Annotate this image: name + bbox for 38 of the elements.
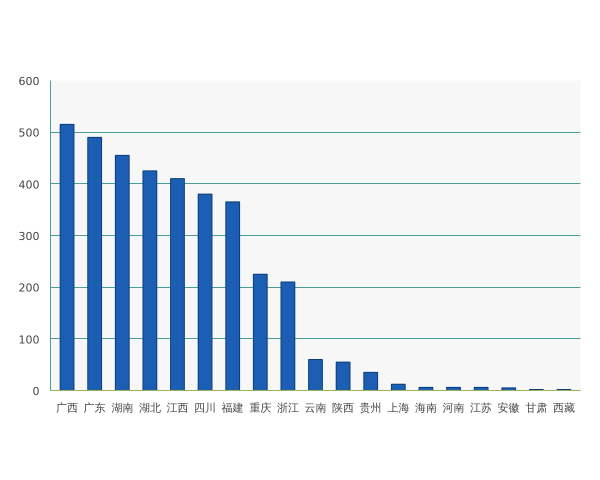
x-tick-label: 西藏 — [552, 402, 575, 414]
bar — [336, 362, 351, 390]
x-tick-label: 重庆 — [249, 402, 272, 414]
x-tick-label: 福建 — [222, 402, 244, 414]
x-tick-label: 广东 — [84, 402, 106, 414]
x-tick-label: 湖北 — [138, 402, 161, 414]
x-tick-label: 甘肃 — [525, 402, 548, 414]
x-tick-label: 江西 — [166, 402, 188, 414]
y-tick-label: 600 — [18, 75, 40, 88]
bar — [87, 136, 102, 390]
bar — [60, 124, 74, 390]
bar — [363, 372, 378, 390]
x-tick-label: 海南 — [414, 402, 437, 414]
bar — [225, 201, 240, 390]
x-tick-label: 江苏 — [470, 402, 492, 414]
x-tick-label: 陕西 — [332, 402, 354, 414]
x-tick-label: 河南 — [442, 402, 465, 414]
x-tick-label: 湖南 — [111, 402, 134, 414]
x-tick-label: 贵州 — [360, 402, 382, 414]
x-tick-label: 安徽 — [498, 402, 520, 414]
y-tick-label: 200 — [18, 282, 40, 295]
x-tick-label: 云南 — [304, 402, 326, 414]
bar — [142, 170, 158, 390]
x-tick-label: 四川 — [194, 402, 216, 414]
y-tick-label: 0 — [32, 385, 40, 398]
bar — [114, 154, 130, 390]
bar — [252, 274, 268, 390]
y-tick-label: 400 — [18, 178, 40, 192]
y-tick-label: 300 — [18, 230, 40, 243]
bar — [308, 359, 323, 390]
x-tick-label: 广西 — [56, 402, 78, 414]
bar — [280, 282, 296, 390]
y-tick-label: 500 — [18, 126, 40, 140]
x-tick-label: 上海 — [387, 402, 410, 414]
bar — [198, 194, 212, 390]
x-tick-label: 浙江 — [276, 402, 299, 414]
y-tick-label: 100 — [18, 333, 40, 346]
bar — [170, 178, 185, 390]
